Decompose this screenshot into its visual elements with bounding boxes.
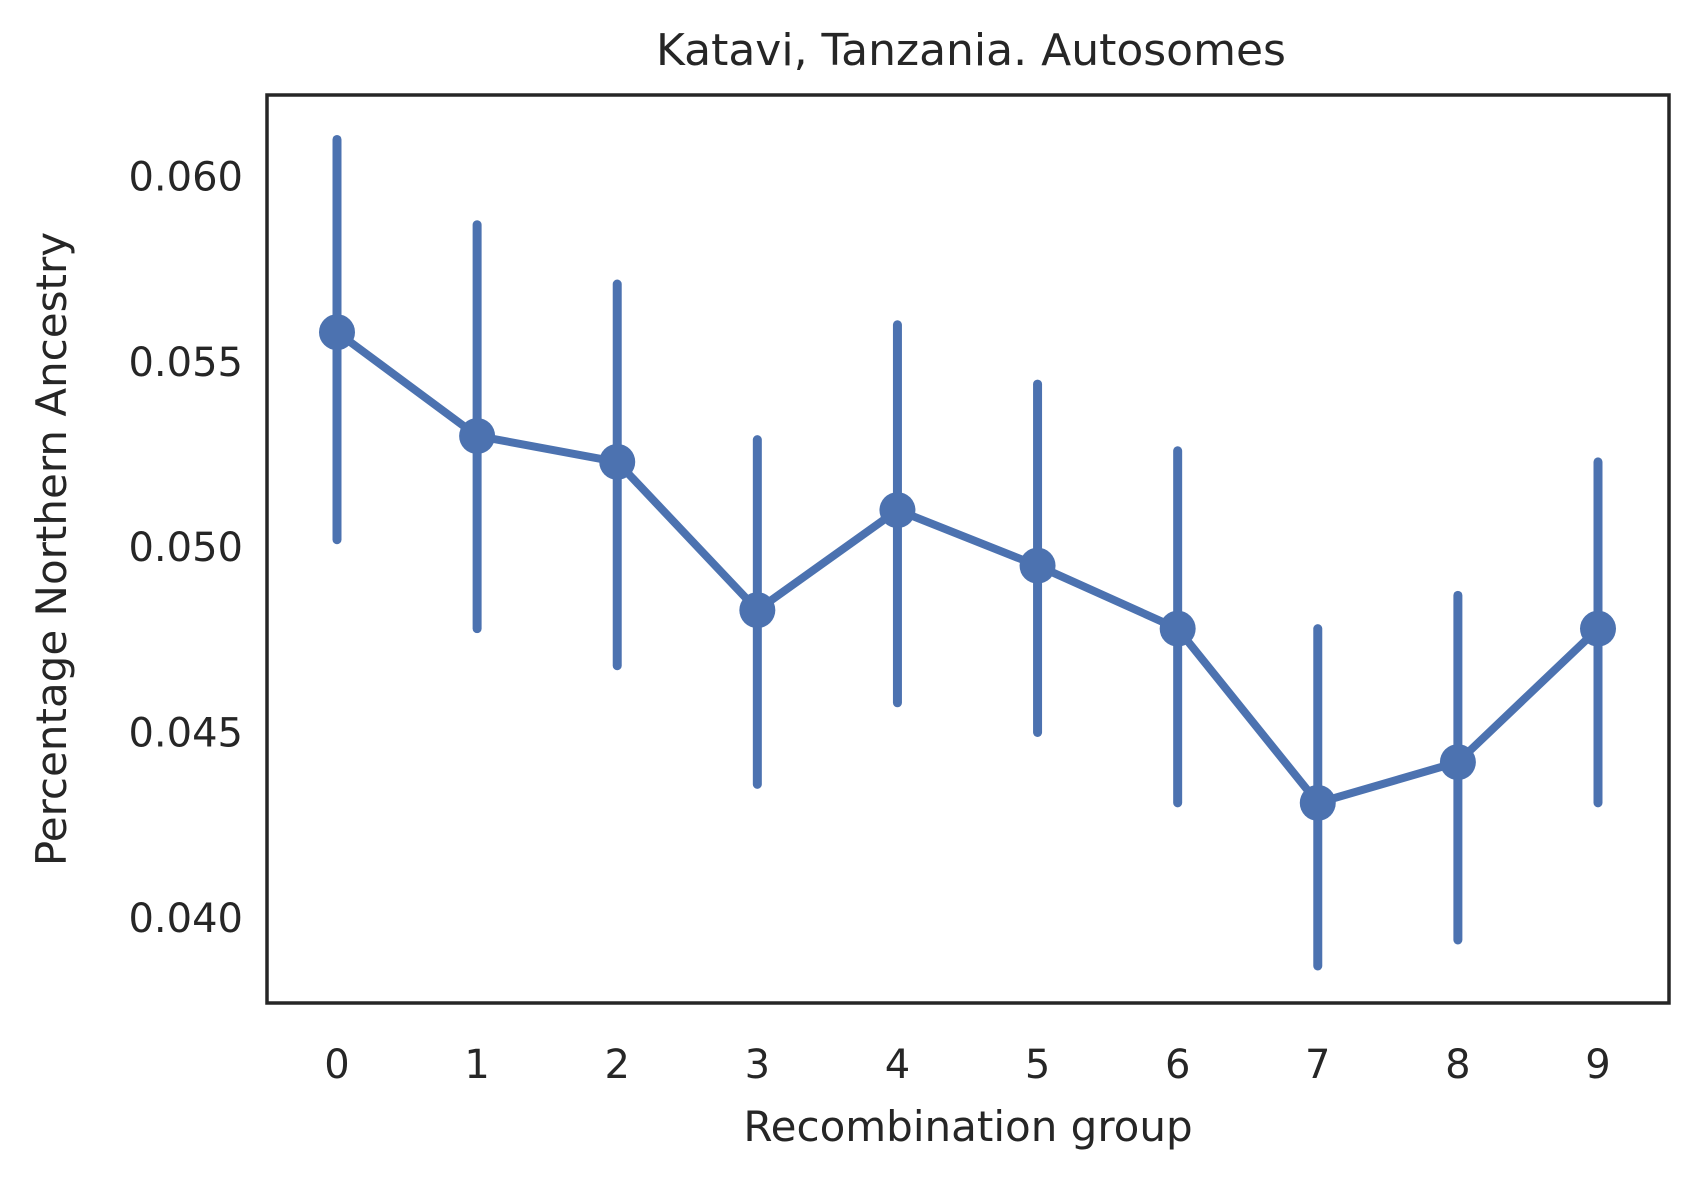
y-tick-label: 0.060 (128, 155, 243, 201)
chart-title: Katavi, Tanzania. Autosomes (656, 25, 1286, 76)
data-point (1580, 610, 1616, 647)
x-axis-label: Recombination group (743, 1102, 1192, 1151)
x-tick-label: 0 (324, 1042, 349, 1088)
x-tick-label: 2 (604, 1042, 629, 1088)
data-point (599, 443, 636, 480)
data-point (459, 417, 496, 454)
data-point (1439, 744, 1476, 781)
x-tick-label: 8 (1445, 1042, 1470, 1088)
data-point (1019, 547, 1056, 584)
x-tick-label: 6 (1165, 1042, 1190, 1088)
data-point (319, 314, 355, 351)
plot-frame (265, 93, 1671, 1005)
y-tick-label: 0.055 (128, 340, 243, 386)
x-axis-ticks: 0 1 2 3 4 5 6 7 8 9 (324, 1042, 1610, 1088)
x-tick-label: 7 (1305, 1042, 1330, 1088)
error-bars (332, 134, 1603, 971)
y-axis-ticks: 0.040 0.045 0.050 0.055 0.060 (128, 155, 243, 942)
x-tick-label: 9 (1585, 1042, 1610, 1088)
y-tick-label: 0.040 (128, 896, 243, 942)
x-tick-label: 5 (1025, 1042, 1050, 1088)
series-line-group (333, 328, 1602, 807)
x-tick-label: 1 (464, 1042, 489, 1088)
series-line (333, 328, 1602, 807)
data-point (1159, 610, 1196, 647)
x-tick-label: 3 (745, 1042, 770, 1088)
data-point (1299, 784, 1336, 821)
y-tick-label: 0.050 (128, 525, 243, 571)
data-points (319, 314, 1616, 821)
data-point (739, 592, 776, 629)
x-tick-label: 4 (885, 1042, 910, 1088)
y-axis-label: Percentage Northern Ancestry (27, 232, 76, 866)
data-point (879, 492, 916, 529)
y-tick-label: 0.045 (128, 710, 243, 756)
